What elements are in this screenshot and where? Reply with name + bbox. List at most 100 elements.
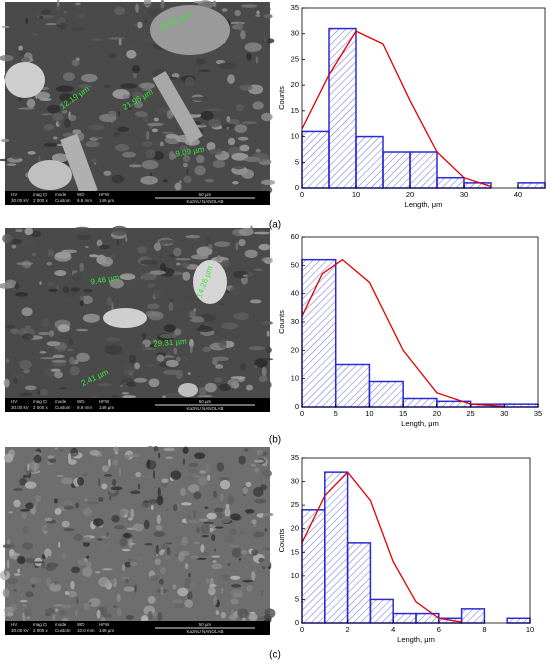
sem-texture <box>158 578 164 585</box>
sem-texture <box>245 481 252 487</box>
info-value: 2 000 x <box>33 405 49 410</box>
sem-texture <box>109 254 115 259</box>
sem-texture <box>193 0 204 4</box>
sem-texture <box>88 254 99 258</box>
sem-texture <box>46 261 52 266</box>
info-value: Custom <box>55 198 71 203</box>
sem-texture <box>48 458 57 463</box>
sem-texture <box>55 608 59 612</box>
sem-texture <box>256 449 264 456</box>
sem-texture <box>101 465 109 472</box>
sem-texture <box>125 578 129 584</box>
sem-texture <box>179 487 186 497</box>
info-header: mag ⊡ <box>33 192 47 197</box>
particle <box>193 260 227 304</box>
y-tick-label: 10 <box>291 571 299 580</box>
y-axis-label: Counts <box>277 86 286 110</box>
sem-texture <box>197 326 214 333</box>
sem-texture <box>215 610 220 615</box>
sem-texture <box>176 309 182 314</box>
sem-texture <box>73 534 83 541</box>
sem-texture <box>141 3 153 6</box>
sem-texture <box>230 528 237 536</box>
sem-texture <box>4 567 7 577</box>
sem-texture <box>107 296 112 306</box>
sem-texture <box>109 278 124 289</box>
plot-frame <box>301 7 546 189</box>
sem-texture <box>144 542 153 546</box>
sem-texture <box>170 470 182 480</box>
sem-texture <box>25 502 34 510</box>
sem-texture <box>25 557 36 564</box>
sem-texture <box>254 467 260 473</box>
sem-texture <box>199 123 206 127</box>
sem-texture <box>45 608 55 615</box>
sem-texture <box>119 83 138 89</box>
sem-texture <box>143 605 156 616</box>
sem-texture <box>260 179 276 186</box>
sem-texture <box>231 152 249 161</box>
sem-texture <box>220 611 226 619</box>
sem-texture <box>78 84 92 89</box>
y-tick-label: 30 <box>291 317 299 326</box>
sem-texture <box>188 572 191 578</box>
x-tick-label: 5 <box>334 409 338 418</box>
sem-texture <box>124 561 132 568</box>
sem-texture <box>43 526 50 531</box>
lab-label: KazNU NANOLAB <box>186 406 223 411</box>
sem-texture <box>232 592 242 597</box>
sem-texture <box>153 470 156 479</box>
sem-texture <box>63 528 75 532</box>
sem-texture <box>209 597 212 601</box>
sem-texture <box>34 91 51 100</box>
particle <box>28 160 72 190</box>
particle <box>150 5 230 55</box>
sem-texture <box>85 140 100 148</box>
sem-texture <box>149 343 157 348</box>
sem-texture <box>220 518 231 524</box>
sem-texture <box>15 292 29 297</box>
sem-texture <box>155 544 159 555</box>
sem-texture <box>239 227 254 236</box>
sem-texture <box>261 366 267 377</box>
sem-texture <box>215 590 224 593</box>
sem-texture <box>89 449 100 456</box>
sem-texture <box>232 181 239 185</box>
sem-texture <box>148 378 160 388</box>
sem-texture <box>238 455 246 465</box>
sem-texture <box>262 321 273 325</box>
sem-texture <box>122 563 126 572</box>
sem-texture <box>123 532 131 539</box>
sem-texture <box>21 307 33 317</box>
sem-texture <box>13 499 21 508</box>
sem-texture <box>18 97 23 102</box>
sem-texture <box>198 476 208 486</box>
sem-texture <box>61 552 67 559</box>
sem-texture <box>75 609 78 617</box>
sem-texture <box>230 513 241 521</box>
sem-texture <box>145 148 156 159</box>
sem-texture <box>30 577 37 584</box>
sem-texture <box>212 356 230 362</box>
sem-texture <box>48 330 55 337</box>
sem-texture <box>159 267 175 277</box>
histogram-bar <box>409 151 438 189</box>
sem-texture <box>108 458 111 468</box>
sem-texture <box>127 558 133 561</box>
sem-texture <box>218 62 237 69</box>
sem-texture <box>77 235 91 241</box>
sem-texture <box>175 258 191 261</box>
sem-texture <box>118 38 122 46</box>
sem-texture <box>153 117 159 122</box>
sem-texture <box>144 16 147 26</box>
sem-texture <box>16 556 26 565</box>
sem-texture <box>60 333 72 340</box>
info-header: mode <box>55 399 67 404</box>
sem-texture <box>196 246 213 257</box>
particle <box>60 133 98 197</box>
sem-texture <box>253 459 264 463</box>
histogram-bar <box>506 617 531 624</box>
sem-texture <box>61 477 73 485</box>
sem-texture <box>172 599 184 604</box>
sem-texture <box>114 525 126 530</box>
